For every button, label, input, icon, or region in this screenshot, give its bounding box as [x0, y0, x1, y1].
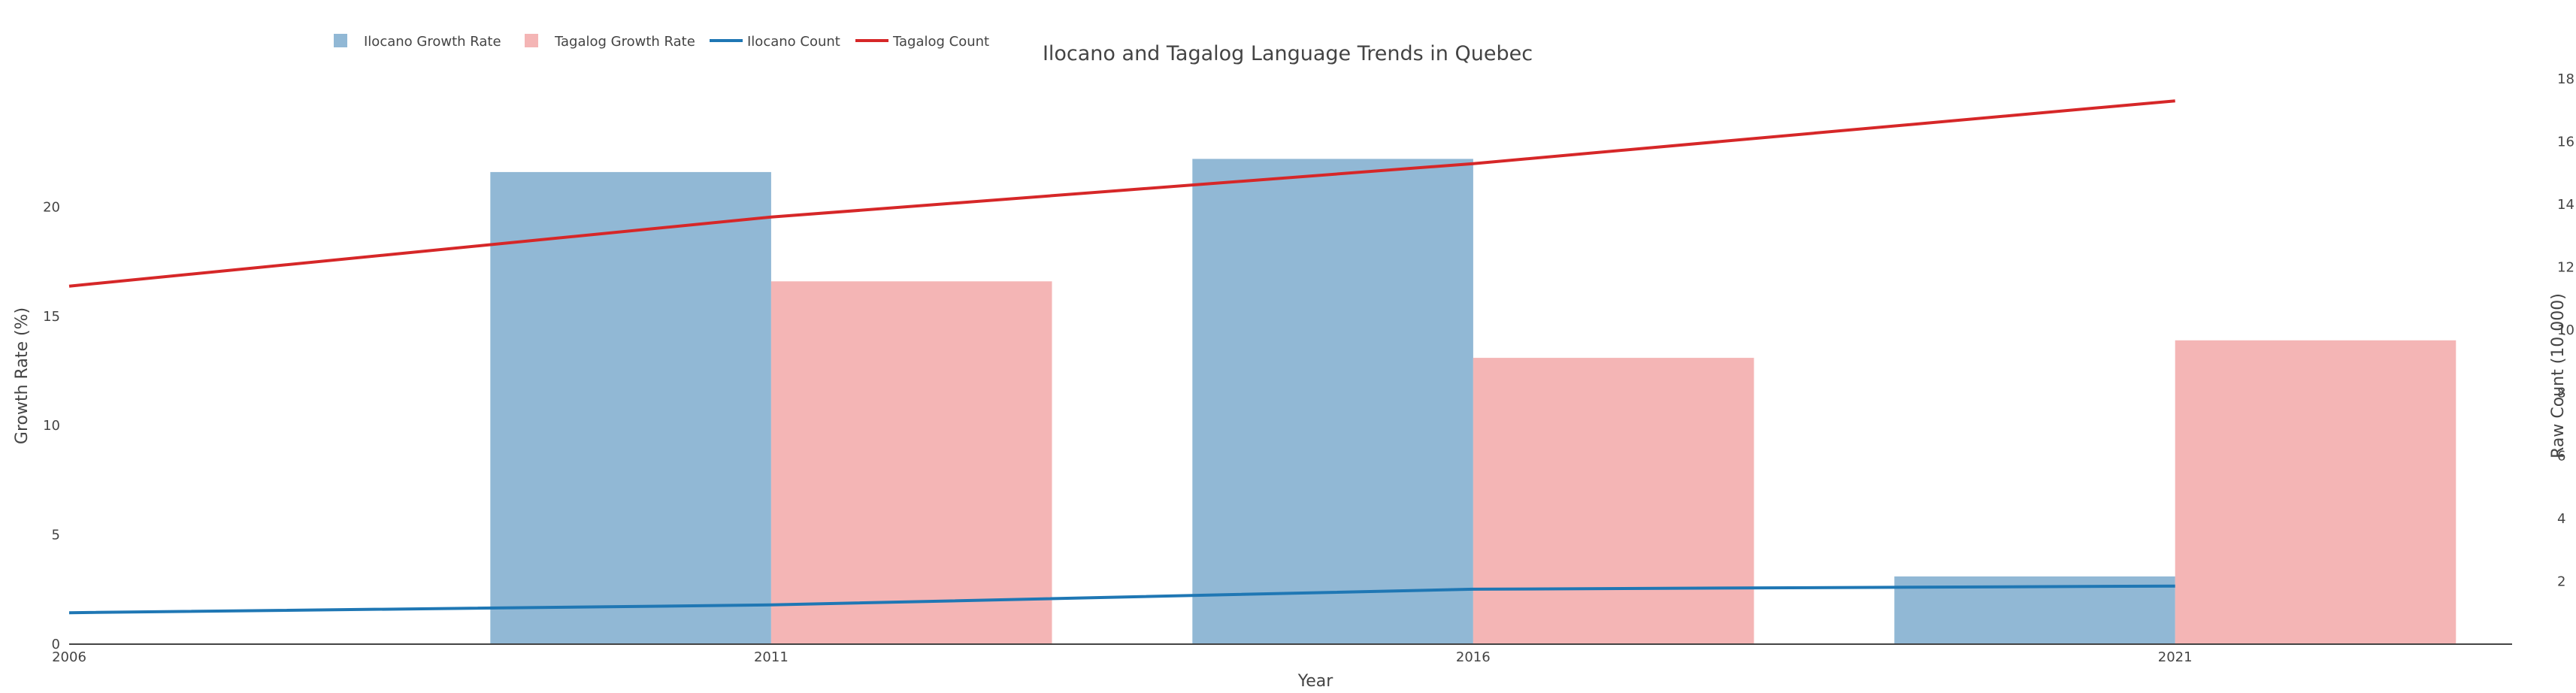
- y2-tick-label: 10: [2557, 322, 2574, 338]
- y2-tick-label: 12: [2557, 260, 2574, 276]
- y2-tick-label: 18: [2557, 71, 2574, 87]
- line-tagalog-count: [68, 99, 2175, 288]
- legend-label-tagalog-count: Tagalog Count: [892, 34, 989, 50]
- legend-label-ilocano-count: Ilocano Count: [747, 34, 840, 50]
- y-tick-label: 20: [43, 199, 60, 215]
- bar-ilocano-growth-rate-2011: [490, 171, 771, 644]
- bar-ilocano-growth-rate-2016: [1192, 159, 1473, 644]
- y-tick-label: 5: [52, 528, 60, 543]
- chart-title: Ilocano and Tagalog Language Trends in Q…: [1043, 42, 1533, 65]
- y2-tick-label: 2: [2557, 573, 2565, 589]
- x-ticks: 2006 2011 2016 2021: [52, 649, 2193, 665]
- y-ticks: 0 5 10 15 20: [43, 199, 60, 652]
- y-tick-label: 10: [43, 418, 60, 434]
- legend-label-tagalog-growth-rate: Tagalog Growth Rate: [554, 34, 695, 50]
- line-ilocano-count: [68, 584, 2175, 615]
- y2-tick-label: 6: [2557, 448, 2565, 464]
- y2-ticks: 2 4 6 8 10 12 14 16 18: [2557, 71, 2574, 590]
- lines: [68, 99, 2175, 615]
- legend-swatch-tagalog-growth-rate: [525, 34, 538, 47]
- bar-tagalog-growth-rate-2011: [770, 281, 1052, 644]
- x-tick-label: 2016: [1456, 649, 1491, 665]
- bar-tagalog-growth-rate-2016: [1473, 358, 1754, 644]
- y2-tick-label: 14: [2557, 197, 2574, 213]
- y2-axis-title: Raw Count (10,000): [2549, 293, 2568, 458]
- x-tick-label: 2011: [754, 649, 789, 665]
- y2-tick-label: 4: [2557, 511, 2565, 527]
- y2-tick-label: 16: [2557, 135, 2574, 150]
- x-axis-title: Year: [1297, 672, 1334, 691]
- legend-label-ilocano-growth-rate: Ilocano Growth Rate: [364, 34, 501, 50]
- x-tick-label: 2006: [52, 649, 86, 665]
- y2-tick-label: 8: [2557, 386, 2565, 401]
- y-tick-label: 0: [52, 637, 60, 652]
- legend-swatch-ilocano-growth-rate: [334, 34, 347, 47]
- x-tick-label: 2021: [2158, 649, 2193, 665]
- bars: [490, 159, 2456, 644]
- y-axis-title: Growth Rate (%): [13, 307, 32, 444]
- bar-tagalog-growth-rate-2021: [2175, 340, 2456, 644]
- legend: Ilocano Growth Rate Tagalog Growth Rate Il…: [334, 34, 989, 50]
- y-tick-label: 15: [43, 309, 60, 325]
